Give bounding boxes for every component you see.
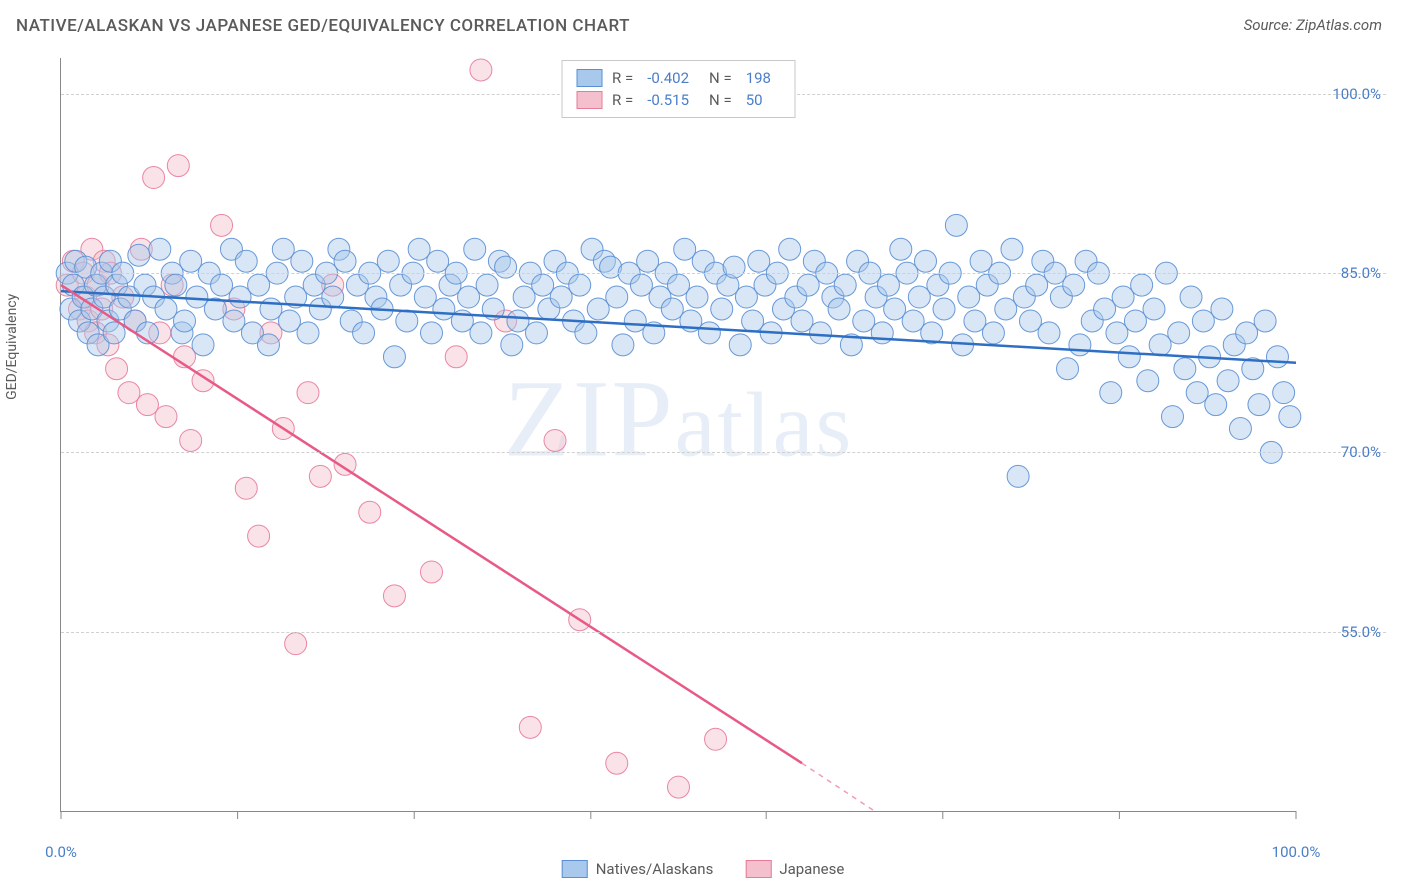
- legend-label-japanese: Japanese: [779, 860, 844, 878]
- legend-item-natives: Natives/Alaskans: [562, 860, 714, 878]
- ytick-label: 100.0%: [1332, 85, 1381, 103]
- xtick-label: 0.0%: [45, 843, 77, 861]
- source-label: Source: ZipAtlas.com: [1244, 16, 1382, 34]
- xtick-label: 100.0%: [1272, 843, 1321, 861]
- plot-area: ZIPatlas R = -0.402 N = 198 R = -0.515 N…: [60, 58, 1296, 812]
- chart-container: GED/Equivalency ZIPatlas R = -0.402 N = …: [40, 58, 1386, 832]
- swatch-japanese: [576, 91, 602, 109]
- swatch-natives: [576, 69, 602, 87]
- ytick-label: 85.0%: [1341, 264, 1381, 282]
- stats-row-natives: R = -0.402 N = 198: [576, 67, 781, 89]
- r-label: R =: [612, 91, 633, 109]
- swatch-natives-icon: [562, 860, 588, 878]
- legend-label-natives: Natives/Alaskans: [596, 860, 714, 878]
- ytick-label: 70.0%: [1341, 443, 1381, 461]
- chart-title: NATIVE/ALASKAN VS JAPANESE GED/EQUIVALEN…: [16, 16, 630, 36]
- swatch-japanese-icon: [745, 860, 771, 878]
- ytick-label: 55.0%: [1341, 623, 1381, 641]
- r-value-japanese: -0.515: [647, 91, 689, 109]
- plot-svg: [61, 58, 1296, 811]
- n-label: N =: [709, 69, 732, 87]
- yaxis-label: GED/Equivalency: [4, 294, 20, 400]
- stats-row-japanese: R = -0.515 N = 50: [576, 89, 781, 111]
- stats-legend-box: R = -0.402 N = 198 R = -0.515 N = 50: [561, 60, 796, 118]
- n-value-japanese: 50: [746, 91, 763, 109]
- n-label: N =: [709, 91, 732, 109]
- n-value-natives: 198: [746, 69, 771, 87]
- legend-item-japanese: Japanese: [745, 860, 844, 878]
- bottom-legend: Natives/Alaskans Japanese: [562, 860, 845, 878]
- r-label: R =: [612, 69, 633, 87]
- r-value-natives: -0.402: [647, 69, 689, 87]
